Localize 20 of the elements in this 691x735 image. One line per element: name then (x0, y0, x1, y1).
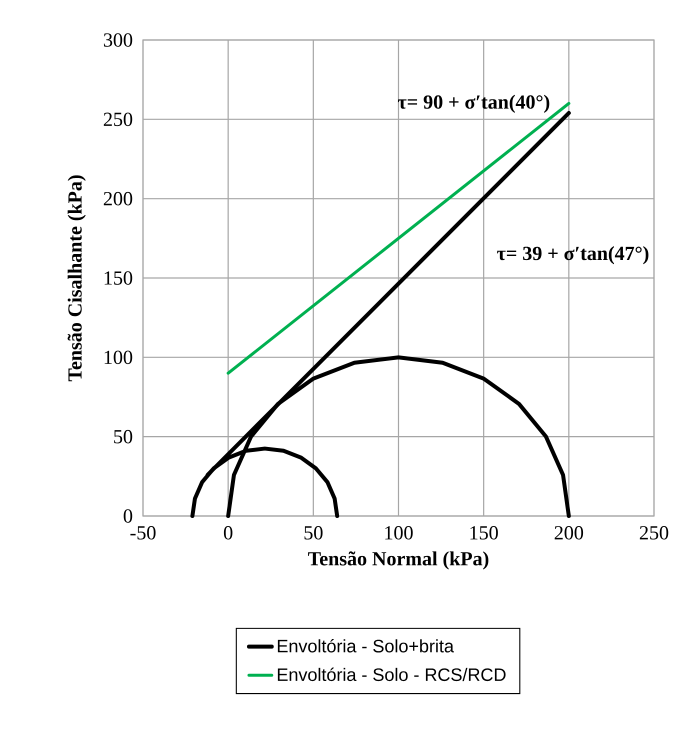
x-tick-label: 250 (640, 526, 668, 540)
y-tick-label: 0 (124, 509, 132, 523)
y-tick-label: 250 (104, 112, 132, 126)
x-tick-label: -50 (130, 526, 156, 540)
legend-label: Envoltória - Solo - RCS/RCD (278, 668, 506, 682)
x-tick-label: 150 (470, 526, 498, 540)
y-tick-label: 200 (104, 192, 132, 206)
x-axis-title: Tensão Normal (kPa) (308, 551, 488, 570)
annotation: τ= 90 + σ′tan(40°) (398, 94, 550, 113)
y-tick-label: 50 (114, 430, 132, 444)
x-tick-label: 100 (385, 526, 413, 540)
x-tick-label: 0 (224, 526, 232, 540)
y-tick-label: 100 (104, 350, 132, 364)
legend-label: Envoltória - Solo+brita (278, 639, 454, 652)
annotation: τ= 39 + σ′tan(47°) (497, 246, 648, 264)
y-tick-label: 300 (104, 33, 132, 47)
y-axis-title: Tensão Cisalhante (kPa) (68, 175, 86, 382)
x-tick-label: 50 (304, 526, 323, 540)
y-tick-label: 150 (104, 271, 132, 285)
x-tick-label: 200 (554, 526, 584, 540)
